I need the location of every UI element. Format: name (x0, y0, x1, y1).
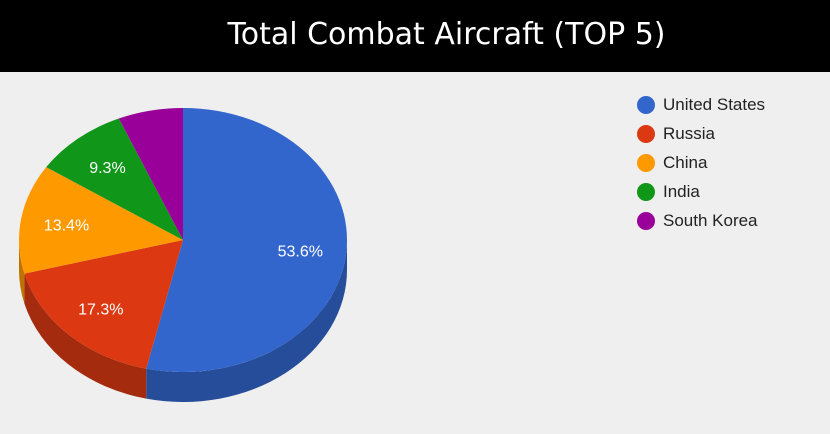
slice-label: 13.4% (44, 218, 89, 235)
pie-slice (118, 108, 183, 240)
legend-label: Russia (663, 123, 715, 143)
pie-slice (19, 167, 183, 274)
legend-item[interactable]: South Korea (637, 206, 765, 235)
pie-slice-side (24, 273, 147, 399)
legend-marker (637, 95, 655, 114)
legend-item[interactable]: United States (637, 90, 765, 119)
title-bar: Total Combat Aircraft (TOP 5) (0, 0, 830, 72)
legend-label: China (663, 152, 708, 172)
legend-item[interactable]: India (637, 177, 765, 206)
legend: United States Russia China India South K… (637, 90, 765, 235)
pie-slice (24, 240, 183, 369)
pie-slice (146, 108, 348, 372)
legend-item[interactable]: Russia (637, 119, 765, 148)
legend-item[interactable]: China (637, 148, 765, 177)
legend-marker (637, 211, 655, 230)
pie-slice-side (146, 240, 347, 402)
legend-label: South Korea (663, 210, 758, 230)
slice-label: 53.6% (278, 244, 323, 261)
slice-label: 9.3% (89, 160, 125, 177)
legend-marker (637, 182, 655, 201)
pie-slice-side (19, 240, 25, 304)
slice-label: 17.3% (78, 301, 123, 318)
pie-slice (46, 118, 183, 240)
legend-marker (637, 124, 655, 143)
legend-label: India (663, 181, 700, 201)
legend-label: United States (663, 94, 766, 114)
chart-title: Total Combat Aircraft (TOP 5) (227, 17, 666, 52)
legend-marker (637, 153, 655, 172)
